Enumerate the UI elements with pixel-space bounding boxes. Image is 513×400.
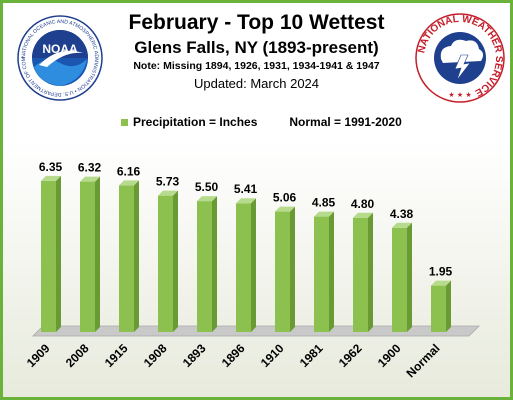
bar-side xyxy=(95,176,100,332)
bar-top xyxy=(80,176,100,182)
svg-text:★ ★ ★: ★ ★ ★ xyxy=(448,91,471,99)
legend-normal-label: Normal = 1991-2020 xyxy=(289,115,402,129)
legend-swatch xyxy=(121,118,128,126)
bar-front xyxy=(314,216,329,332)
bar-front xyxy=(275,211,290,332)
bar-side xyxy=(329,211,334,332)
x-tick-label: 1910 xyxy=(258,341,287,370)
data-label: 1.95 xyxy=(429,265,453,279)
bars-group xyxy=(41,175,451,332)
data-label: 6.16 xyxy=(117,164,141,178)
noaa-wordmark: NOAA xyxy=(42,42,78,56)
bar-front xyxy=(431,285,446,332)
x-tick-label: 1893 xyxy=(180,341,209,370)
bar-side xyxy=(407,222,412,332)
bar-front xyxy=(158,195,173,332)
x-tick-label: Normal xyxy=(403,341,442,380)
bar-top xyxy=(392,222,412,228)
bar-top xyxy=(236,198,256,204)
bar-side xyxy=(212,196,217,332)
x-tick-label: 1962 xyxy=(336,341,365,370)
data-label: 5.50 xyxy=(195,180,219,194)
legend: Precipitation = Inches Normal = 1991-202… xyxy=(121,115,402,129)
chart-floor xyxy=(32,325,480,337)
bar-1893 xyxy=(197,196,217,332)
bar-side xyxy=(56,175,61,332)
bar-front xyxy=(197,201,212,332)
missing-years-note: Note: Missing 1894, 1926, 1931, 1934-194… xyxy=(133,60,380,72)
bar-1981 xyxy=(314,211,334,332)
bar-side xyxy=(446,280,451,332)
x-tick-labels-group: 1909 2008 1915 1908 1893 1896 1910 1981 1962 1900… xyxy=(24,341,443,380)
x-tick-label: 1908 xyxy=(141,341,170,370)
data-label: 5.73 xyxy=(156,175,180,189)
bar-front xyxy=(80,181,95,332)
data-label: 4.38 xyxy=(390,207,414,221)
data-labels-group: 6.35 6.32 6.16 5.73 5.50 5.41 5.06 4.85 4.80 4.38… xyxy=(39,160,453,279)
bar-top xyxy=(158,190,178,196)
x-tick-label: 1896 xyxy=(219,341,248,370)
x-tick-label: 1900 xyxy=(375,341,404,370)
data-label: 5.06 xyxy=(273,191,297,205)
bar-2008 xyxy=(80,176,100,332)
data-label: 4.80 xyxy=(351,197,375,211)
x-tick-label: 1909 xyxy=(24,341,53,370)
data-label: 6.35 xyxy=(39,160,63,174)
updated-date: Updated: March 2024 xyxy=(193,76,320,91)
chart-title: February - Top 10 Wettest xyxy=(128,11,385,34)
bar-top xyxy=(119,180,139,186)
bar-1910 xyxy=(275,206,295,332)
bar-Normal xyxy=(431,280,451,332)
bar-front xyxy=(392,227,407,332)
legend-series-label: Precipitation = Inches xyxy=(133,115,258,129)
bar-1896 xyxy=(236,198,256,332)
bar-side xyxy=(290,206,295,332)
bar-side xyxy=(134,180,139,332)
bar-top xyxy=(314,211,334,217)
bar-top xyxy=(197,196,217,202)
bar-side xyxy=(251,198,256,332)
data-label: 6.32 xyxy=(78,161,102,175)
bar-front xyxy=(353,217,368,332)
bar-1908 xyxy=(158,190,178,332)
bar-1900 xyxy=(392,222,412,332)
bar-top xyxy=(353,212,373,218)
chart-subtitle: Glens Falls, NY (1893-present) xyxy=(134,38,379,57)
bar-chart: 6.35 6.32 6.16 5.73 5.50 5.41 5.06 4.85 4.80 4.38… xyxy=(24,160,480,380)
data-label: 5.41 xyxy=(234,182,258,196)
bar-1909 xyxy=(41,175,61,332)
x-tick-label: 1981 xyxy=(297,341,326,370)
bar-side xyxy=(368,212,373,332)
bar-front xyxy=(41,180,56,332)
x-tick-label: 1915 xyxy=(102,341,131,370)
bar-1962 xyxy=(353,212,373,332)
nws-logo: NATIONAL WEATHER SERVICE ★ ★ ★ xyxy=(415,13,505,103)
bar-side xyxy=(173,190,178,332)
bar-top xyxy=(275,206,295,212)
data-label: 4.85 xyxy=(312,196,336,210)
bar-front xyxy=(119,185,134,332)
bar-top xyxy=(41,175,61,181)
noaa-logo: NATIONAL OCEANIC AND ATMOSPHERIC ADMINIS… xyxy=(17,15,103,101)
x-tick-label: 2008 xyxy=(63,341,92,370)
bar-front xyxy=(236,203,251,332)
bar-top xyxy=(431,280,451,286)
bar-1915 xyxy=(119,180,139,332)
